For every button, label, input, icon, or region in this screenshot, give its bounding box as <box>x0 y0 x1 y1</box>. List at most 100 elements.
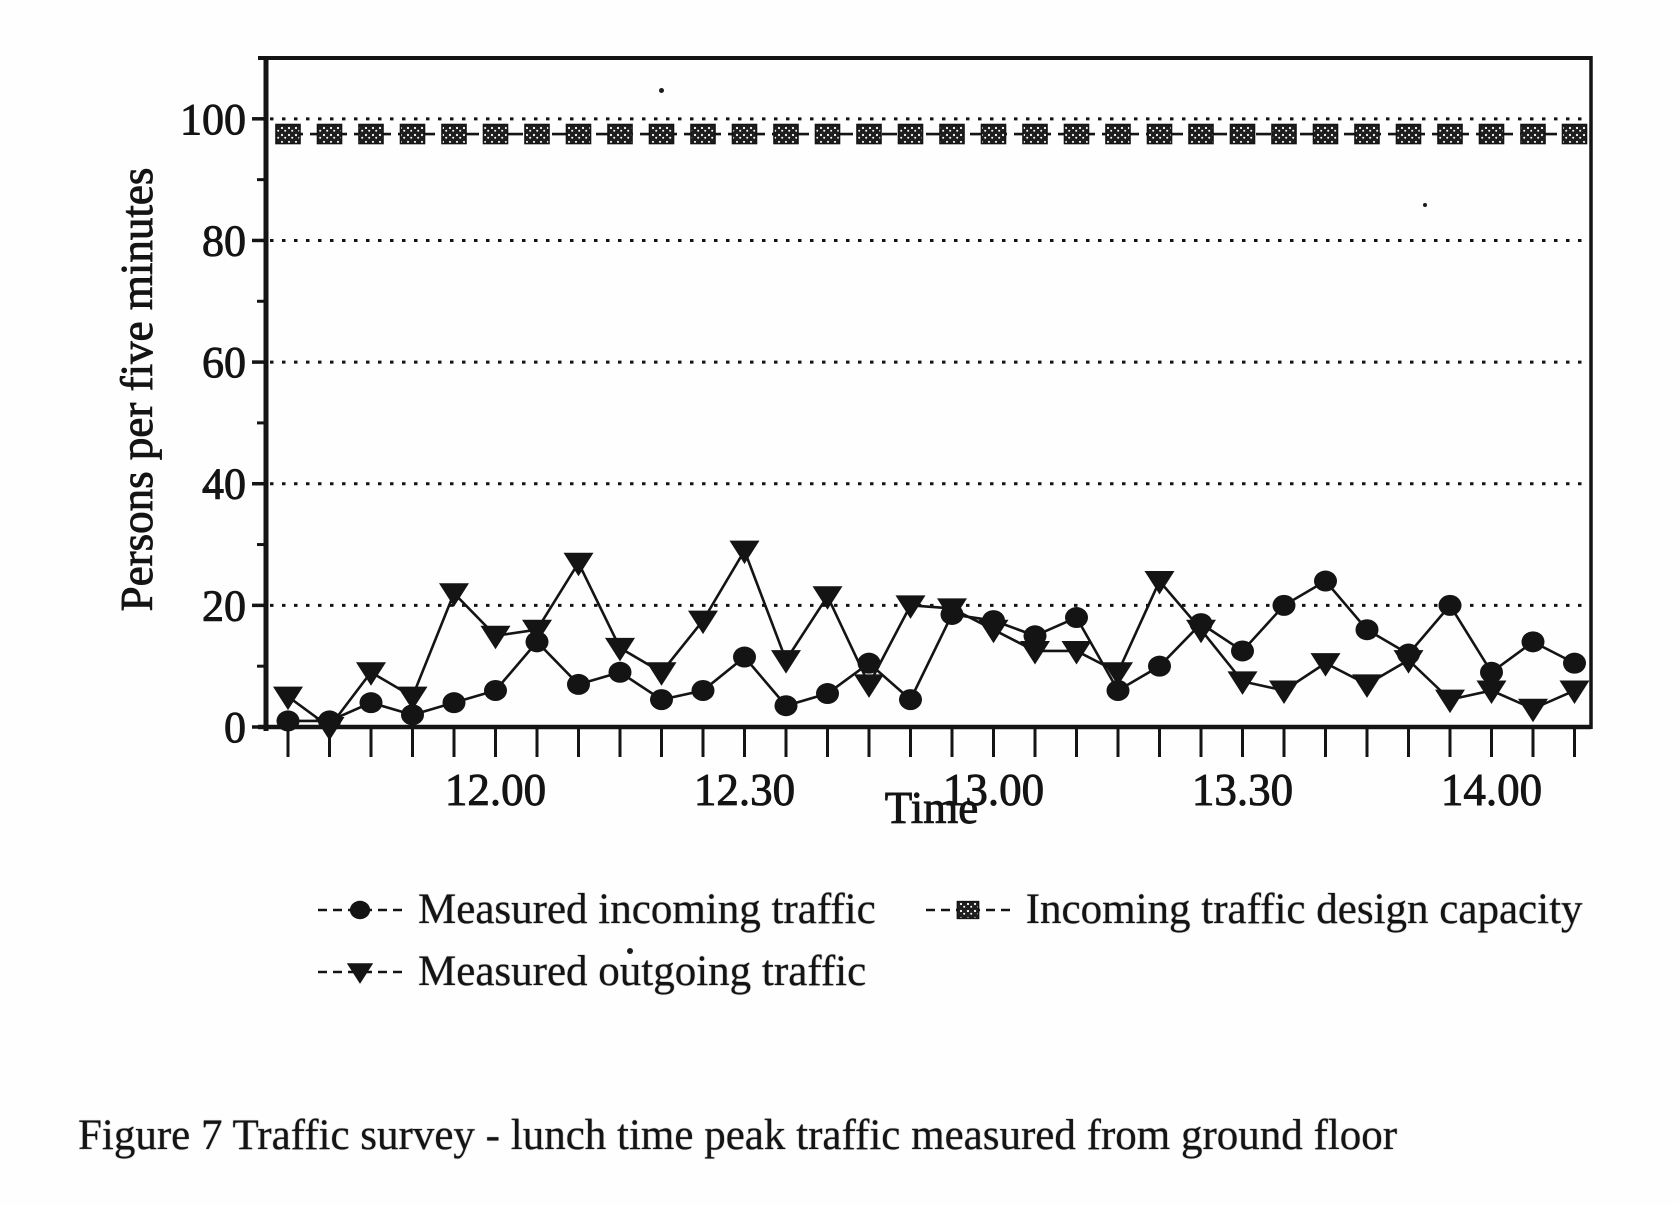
outgoing-marker <box>1061 640 1092 665</box>
capacity-marker <box>1105 123 1131 145</box>
capacity-marker <box>275 123 301 145</box>
incoming-marker <box>484 680 507 702</box>
legend-label-capacity: Incoming traffic design capacity <box>1025 886 1583 933</box>
incoming-marker <box>567 673 590 695</box>
outgoing-marker <box>771 650 801 674</box>
capacity-marker <box>524 123 550 145</box>
figure-caption: Figure 7 Traffic survey - lunch time pea… <box>78 1112 1398 1159</box>
outgoing-marker <box>1559 680 1590 705</box>
capacity-marker <box>1188 123 1214 145</box>
scan-noise-speck <box>205 486 209 490</box>
x-tick-label-12.30: 12.30 <box>694 765 795 815</box>
outgoing-marker <box>1144 571 1175 595</box>
capacity-marker <box>773 123 799 145</box>
capacity-marker <box>316 123 343 145</box>
outgoing-marker <box>480 625 511 650</box>
legend-label-outgoing: Measured outgoing traffic <box>418 948 867 995</box>
outgoing-marker <box>729 540 760 565</box>
capacity-marker <box>648 123 675 145</box>
incoming-marker <box>691 680 715 702</box>
outgoing-marker <box>646 662 677 686</box>
capacity-marker <box>897 123 924 145</box>
capacity-marker <box>1354 123 1380 145</box>
capacity-marker <box>1478 123 1505 145</box>
legend-label-incoming: Measured incoming traffic <box>418 886 876 933</box>
capacity-marker <box>1271 123 1297 145</box>
outgoing-marker <box>1476 680 1507 705</box>
outgoing-marker <box>273 686 303 711</box>
y-axis-title: Persons per five minutes <box>112 168 162 612</box>
capacity-marker <box>814 123 841 145</box>
outgoing-marker <box>854 674 884 698</box>
capacity-marker <box>939 123 965 145</box>
incoming-marker <box>650 689 673 711</box>
incoming-marker <box>359 692 383 714</box>
outgoing-marker <box>397 686 428 711</box>
incoming-marker <box>940 603 964 625</box>
capacity-marker <box>1063 123 1090 145</box>
capacity-marker <box>1312 123 1339 145</box>
outgoing-marker <box>1020 640 1050 665</box>
outgoing-marker <box>1518 698 1548 723</box>
x-axis-title: Time <box>885 783 978 833</box>
incoming-marker <box>1023 625 1047 647</box>
capacity-marker <box>607 123 633 145</box>
capacity-marker <box>399 123 426 145</box>
outgoing-marker <box>812 586 843 610</box>
incoming-marker <box>401 704 424 726</box>
outgoing-marker <box>439 583 469 607</box>
capacity-marker <box>690 123 716 145</box>
outgoing-marker <box>688 610 718 635</box>
x-tick-label-12.00: 12.00 <box>445 765 546 815</box>
capacity-marker <box>441 123 467 145</box>
incoming-marker <box>774 695 798 717</box>
capacity-marker <box>956 900 980 920</box>
y-tick-label-80: 80 <box>202 216 246 265</box>
legend-marker-capacity-square-icon <box>925 900 1010 920</box>
chart-legend: Measured incoming traffic Measured outgo… <box>316 886 1583 996</box>
legend-item-capacity: Incoming traffic design capacity <box>924 886 1583 934</box>
capacity-marker <box>731 123 758 145</box>
incoming-marker <box>276 710 300 732</box>
incoming-marker <box>1438 594 1462 616</box>
incoming-marker <box>1272 594 1296 616</box>
legend-left-column: Measured incoming traffic Measured outgo… <box>316 886 876 996</box>
capacity-marker <box>1146 123 1173 145</box>
outgoing-marker <box>605 637 635 662</box>
capacity-marker <box>1395 123 1422 145</box>
legend-right-column: Incoming traffic design capacity <box>924 886 1583 934</box>
outgoing-marker <box>563 552 594 577</box>
incoming-marker <box>349 900 371 920</box>
incoming-marker <box>857 652 881 674</box>
outgoing-marker <box>346 963 374 984</box>
capacity-marker <box>1437 123 1463 145</box>
incoming-marker <box>1106 680 1130 702</box>
incoming-marker <box>608 661 632 683</box>
incoming-marker <box>1397 643 1420 665</box>
capacity-marker <box>1022 123 1048 145</box>
capacity-marker <box>1229 123 1256 145</box>
legend-item-outgoing: Measured outgoing traffic <box>316 948 876 996</box>
incoming-marker <box>982 610 1005 632</box>
y-tick-label-40: 40 <box>202 460 246 509</box>
incoming-marker <box>1231 640 1254 662</box>
incoming-marker <box>1148 655 1171 677</box>
incoming-marker <box>899 689 922 711</box>
incoming-marker <box>1521 631 1545 653</box>
y-tick-label-100: 100 <box>180 95 246 144</box>
legend-marker-outgoing-triangle-icon <box>318 963 402 984</box>
incoming-marker <box>816 683 839 705</box>
incoming-marker <box>525 631 549 653</box>
scan-noise-speck <box>627 948 633 954</box>
legend-marker-incoming-circle-icon <box>318 900 402 920</box>
incoming-marker <box>1480 661 1503 683</box>
outgoing-marker <box>1103 662 1133 686</box>
incoming-marker <box>442 692 466 714</box>
traffic-chart: 0 20 40 60 80 100 12.00 12.30 13.00 13.30 14.00 Tim… <box>112 56 1593 833</box>
capacity-marker <box>1520 123 1546 145</box>
outgoing-marker <box>356 662 386 686</box>
incoming-marker <box>1563 652 1586 674</box>
outgoing-marker <box>1310 653 1341 677</box>
y-tick-label-60: 60 <box>202 338 246 387</box>
